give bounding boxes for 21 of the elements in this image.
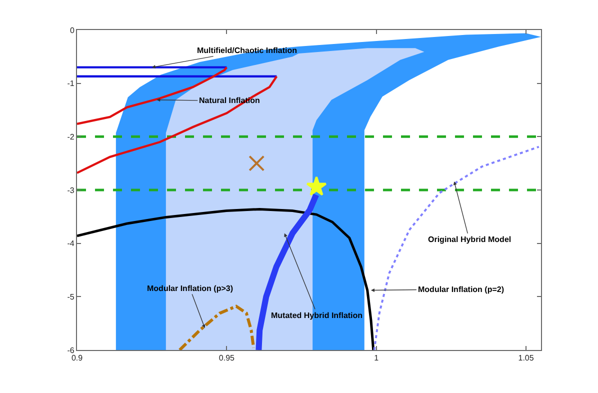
y-tick-label: -5 — [67, 292, 75, 302]
annotation: Multifield/Chaotic Inflation — [197, 46, 298, 55]
line-series — [77, 208, 375, 350]
y-tick-label: -3 — [67, 186, 75, 195]
y-tick-label: -4 — [67, 239, 75, 248]
y-tick-label: 0 — [70, 26, 75, 35]
x-tick-label: 0.9 — [71, 354, 84, 363]
y-tick-label: -2 — [67, 132, 75, 142]
annotation: Modular Inflation (p>3) — [147, 284, 234, 293]
line-series — [77, 66, 228, 125]
annotation: Mutated Hybrid Inflation — [271, 311, 363, 320]
x-tick-label: 0.95 — [218, 354, 236, 363]
line-series — [77, 75, 278, 174]
line-series — [178, 304, 256, 350]
annotation: Original Hybrid Model — [428, 235, 512, 244]
y-tick-label: -1 — [67, 79, 75, 88]
line-series — [373, 146, 540, 350]
x-tick-label: 1 — [374, 354, 380, 363]
x-tick-label: 1.05 — [518, 354, 534, 363]
y-tick-label: -6 — [67, 346, 75, 355]
annotation: Modular Inflation (p=2) — [418, 285, 504, 294]
